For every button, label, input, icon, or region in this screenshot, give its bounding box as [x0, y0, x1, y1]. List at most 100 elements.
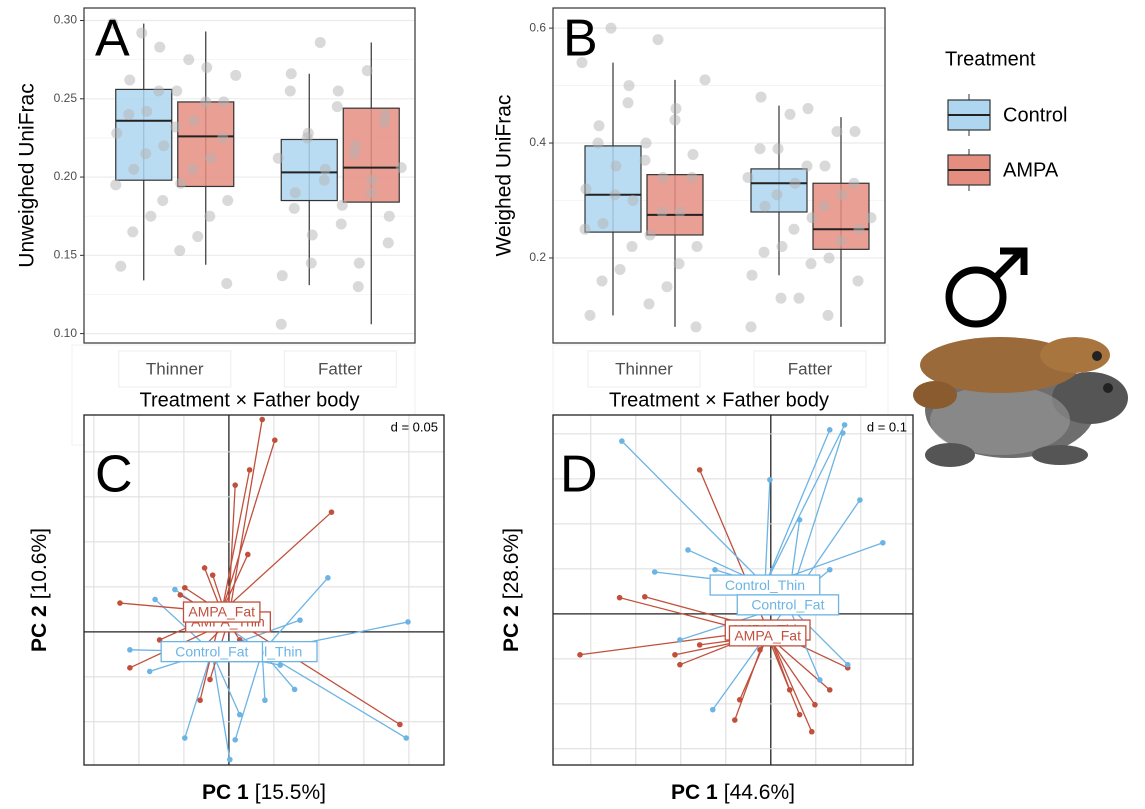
data-point	[110, 179, 122, 191]
data-point	[580, 183, 592, 195]
data-point	[696, 642, 703, 648]
data-point	[775, 292, 787, 304]
data-point	[383, 210, 395, 222]
data-point	[395, 162, 407, 174]
data-point	[865, 212, 877, 224]
data-point	[669, 114, 681, 126]
data-point	[826, 687, 833, 693]
data-point	[115, 260, 127, 272]
data-point	[378, 116, 390, 128]
grid-step-label: d = 0.05	[391, 419, 438, 434]
data-point	[712, 566, 718, 573]
data-point	[246, 467, 253, 473]
data-point	[746, 269, 758, 281]
x-tick-label: Thinner	[615, 359, 673, 378]
panel-letter: D	[560, 446, 598, 504]
data-point	[805, 258, 817, 270]
data-point	[301, 132, 313, 144]
data-point	[276, 270, 288, 282]
data-point	[117, 600, 123, 606]
spider-line	[767, 635, 816, 706]
data-point	[732, 717, 738, 723]
data-point	[275, 318, 287, 330]
data-point	[272, 437, 278, 443]
data-point	[651, 569, 658, 575]
data-point	[614, 263, 626, 275]
data-point	[623, 80, 635, 92]
centroid-label: Control_Thin	[725, 577, 805, 593]
data-point	[352, 281, 364, 293]
y-tick-label: 0.20	[54, 169, 78, 183]
data-point	[745, 321, 757, 333]
centroid-label-box	[728, 625, 807, 647]
toad-illustration	[913, 337, 1128, 467]
data-point	[593, 120, 605, 132]
data-point	[755, 91, 767, 103]
data-point	[314, 36, 326, 48]
data-point	[656, 206, 668, 218]
spider-line	[221, 469, 251, 613]
data-point	[819, 160, 831, 172]
x-tick-label: Thinner	[146, 359, 204, 378]
data-point	[818, 200, 830, 212]
data-point	[285, 68, 297, 80]
data-point	[677, 637, 683, 643]
data-point	[145, 210, 157, 222]
data-point	[771, 189, 783, 201]
data-point	[183, 54, 195, 66]
data-point	[201, 61, 213, 73]
y-axis-title: Weighed UniFrac	[493, 95, 516, 257]
data-point	[696, 467, 703, 473]
data-point	[686, 172, 698, 184]
data-point	[822, 309, 834, 321]
centroid-label-box	[160, 640, 264, 663]
y-tick-label: 0.2	[529, 250, 546, 264]
data-point	[187, 163, 199, 175]
data-point	[605, 22, 617, 34]
data-point	[853, 223, 865, 235]
data-point	[200, 96, 212, 108]
legend-label: Control	[1003, 104, 1067, 126]
centroid-label: Control_Fat	[751, 597, 824, 613]
data-point	[674, 206, 686, 218]
data-point	[127, 647, 133, 653]
y-tick-label: 0.10	[54, 326, 78, 340]
data-point	[812, 701, 818, 708]
data-point	[277, 662, 284, 668]
data-point	[767, 476, 773, 483]
spider-line	[764, 429, 831, 586]
x-tick-label: Fatter	[788, 359, 833, 378]
data-point	[182, 584, 188, 591]
box	[177, 101, 235, 188]
data-point	[123, 108, 135, 120]
data-point	[823, 252, 835, 264]
spider-line	[764, 479, 771, 586]
data-point	[207, 676, 213, 683]
data-point	[690, 321, 702, 333]
data-point	[672, 651, 678, 658]
panel-border	[552, 414, 914, 766]
data-point	[657, 172, 669, 184]
data-point	[205, 152, 217, 164]
data-point	[626, 240, 638, 252]
panel-letter: B	[563, 10, 598, 68]
data-point	[107, 18, 119, 30]
data-point	[576, 57, 588, 69]
panel-border	[83, 414, 445, 766]
spider-line	[227, 419, 263, 623]
data-point	[174, 245, 186, 257]
panel-letter: C	[95, 446, 133, 504]
data-point	[642, 593, 648, 600]
data-point	[403, 735, 410, 741]
spider-line	[261, 577, 329, 653]
data-point	[171, 85, 183, 97]
data-point	[382, 237, 394, 249]
data-point	[297, 617, 303, 623]
data-point	[348, 148, 360, 160]
spider-line	[767, 635, 801, 715]
centroid-label: AMPA_Fat	[734, 628, 801, 644]
data-point	[796, 517, 803, 523]
data-point	[192, 231, 204, 243]
data-point	[826, 566, 833, 573]
box	[584, 145, 642, 233]
